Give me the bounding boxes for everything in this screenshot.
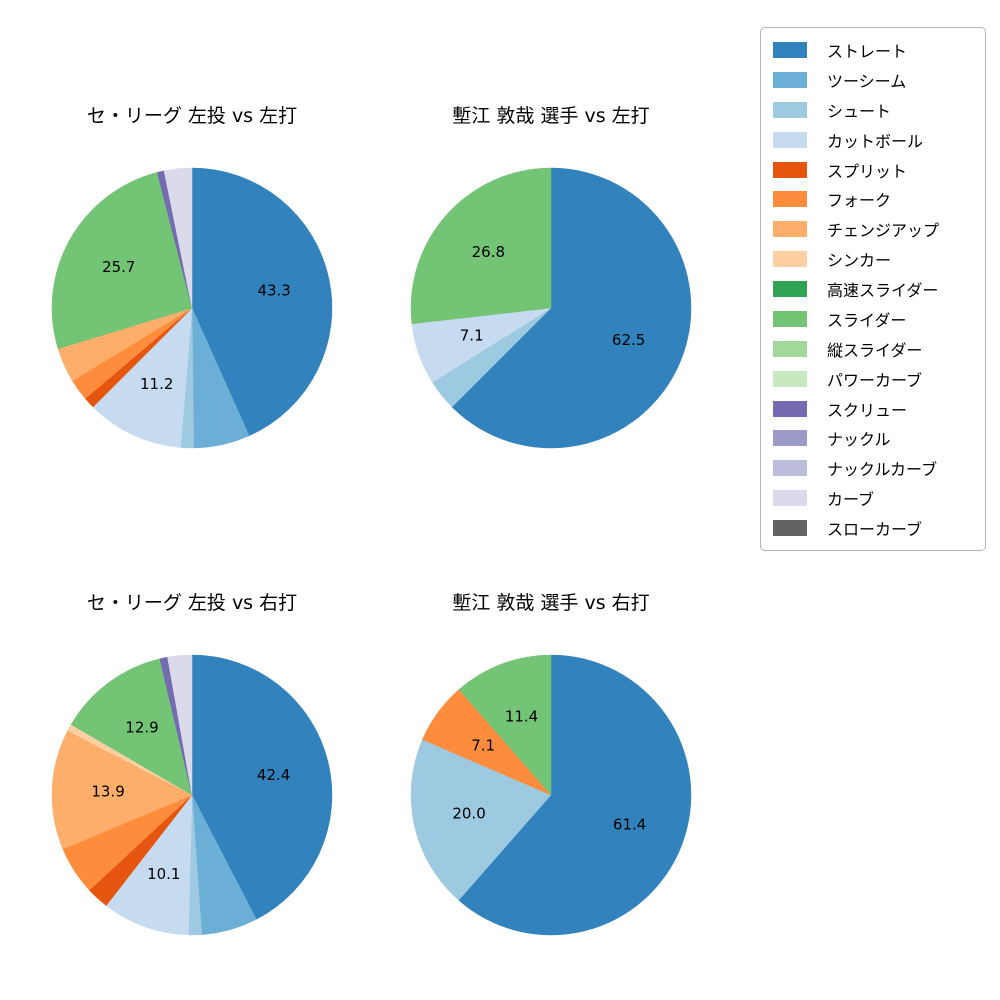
- legend-item: スクリュー: [773, 397, 973, 421]
- legend-label: ツーシーム: [827, 71, 907, 91]
- pie-value-label: 13.9: [91, 783, 124, 801]
- legend-item: スライダー: [773, 307, 973, 331]
- pie-slice-カーブ: [163, 167, 193, 309]
- chart-title-player-vs-right: 塹江 敦哉 選手 vs 右打: [452, 592, 650, 614]
- pie-chart-player-vs-right: 61.4 20.0 7.1 11.4: [410, 654, 692, 936]
- legend-item: チェンジアップ: [773, 217, 973, 241]
- pie-value-label: 12.9: [125, 719, 158, 737]
- pie-value-label: 7.1: [460, 327, 484, 345]
- pie-slice-ストレート: [458, 654, 692, 936]
- legend-item: スローカーブ: [773, 516, 973, 540]
- legend-label: ナックルカーブ: [827, 460, 938, 480]
- legend-swatch: [773, 191, 807, 208]
- legend-item: 縦スライダー: [773, 337, 973, 361]
- legend-label: チェンジアップ: [827, 221, 940, 241]
- legend-item: ナックルカーブ: [773, 456, 973, 480]
- legend-label: フォーク: [827, 191, 892, 211]
- pie-slice-チェンジアップ: [51, 730, 193, 850]
- chart-title-league-vs-right: セ・リーグ 左投 vs 右打: [86, 592, 298, 614]
- pie-value-label: 10.1: [147, 865, 180, 883]
- pie-value-label: 11.4: [505, 707, 538, 725]
- pie-slice-カットボール: [105, 794, 193, 936]
- legend-swatch: [773, 400, 807, 417]
- pie-value-label: 61.4: [613, 816, 646, 834]
- pie-value-label: 25.7: [102, 258, 135, 276]
- pie-value-label: 42.4: [257, 766, 290, 784]
- legend-label: シュート: [827, 101, 892, 121]
- pie-slice-スライダー: [70, 658, 193, 796]
- legend-swatch: [773, 131, 807, 148]
- pie-chart-league-vs-left: 43.3 11.2 25.7: [51, 167, 333, 449]
- pie-chart-player-vs-left: 62.5 7.1 26.8: [410, 167, 692, 449]
- pie-slice-カーブ: [167, 654, 193, 796]
- pie-value-label: 20.0: [452, 804, 485, 822]
- pie-slice-スライダー: [51, 172, 193, 350]
- legend-swatch: [773, 460, 807, 477]
- pie-slice-ストレート: [191, 654, 333, 920]
- pie-value-label: 62.5: [612, 331, 645, 349]
- legend-label: カーブ: [827, 490, 875, 510]
- legend-item: ナックル: [773, 426, 973, 450]
- pie-value-label: 11.2: [140, 375, 173, 393]
- legend-item: フォーク: [773, 187, 973, 211]
- legend-swatch: [773, 490, 807, 507]
- legend-label: スライダー: [827, 310, 907, 330]
- legend-swatch: [773, 520, 807, 536]
- legend-item: カットボール: [773, 128, 973, 152]
- legend-item: スプリット: [773, 158, 973, 182]
- legend-swatch: [773, 251, 807, 268]
- legend-item: ストレート: [773, 38, 973, 62]
- pie-slice-スライダー: [458, 654, 552, 796]
- pie-value-label: 43.3: [257, 281, 290, 299]
- pie-chart-league-vs-right: 42.4 10.1 13.9 12.9: [51, 654, 333, 936]
- pie-slice-スライダー: [410, 167, 552, 325]
- chart-title-league-vs-left: セ・リーグ 左投 vs 左打: [86, 105, 298, 127]
- legend-swatch: [773, 221, 807, 238]
- legend-swatch: [773, 430, 807, 447]
- legend-label: スクリュー: [827, 400, 908, 420]
- pie-slice-ストレート: [191, 167, 333, 437]
- legend-label: ストレート: [827, 42, 908, 61]
- legend-swatch: [773, 370, 807, 387]
- legend-swatch: [773, 310, 807, 327]
- legend-label: パワーカーブ: [827, 370, 923, 390]
- chart-title-player-vs-left: 塹江 敦哉 選手 vs 左打: [452, 105, 650, 127]
- legend-label: ナックル: [827, 430, 891, 450]
- legend-label: スプリット: [827, 161, 908, 181]
- legend-swatch: [773, 340, 807, 357]
- legend-label: 縦スライダー: [827, 340, 923, 360]
- pie-value-label: 7.1: [471, 736, 495, 754]
- pie-slice-カットボール: [92, 307, 193, 448]
- legend-label: スローカーブ: [827, 520, 923, 539]
- legend-swatch: [773, 42, 807, 58]
- legend-item: 高速スライダー: [773, 277, 973, 301]
- pie-slice-シュート: [410, 739, 552, 901]
- legend-swatch: [773, 161, 807, 178]
- legend-item: カーブ: [773, 486, 973, 510]
- legend-item: ツーシーム: [773, 68, 973, 92]
- legend-item: シンカー: [773, 247, 973, 271]
- legend-swatch: [773, 281, 807, 297]
- pie-value-label: 26.8: [472, 243, 505, 261]
- legend-label: カットボール: [827, 131, 924, 151]
- legend-swatch: [773, 71, 807, 88]
- legend-label: シンカー: [827, 251, 892, 271]
- pie-slice-ストレート: [451, 167, 692, 449]
- legend-item: パワーカーブ: [773, 367, 973, 391]
- legend-swatch: [773, 101, 807, 118]
- legend-label: 高速スライダー: [827, 281, 939, 300]
- legend-item: シュート: [773, 98, 973, 122]
- legend: ストレートツーシームシュートカットボール スプリットフォークチェンジアップ シンカー…: [760, 27, 986, 551]
